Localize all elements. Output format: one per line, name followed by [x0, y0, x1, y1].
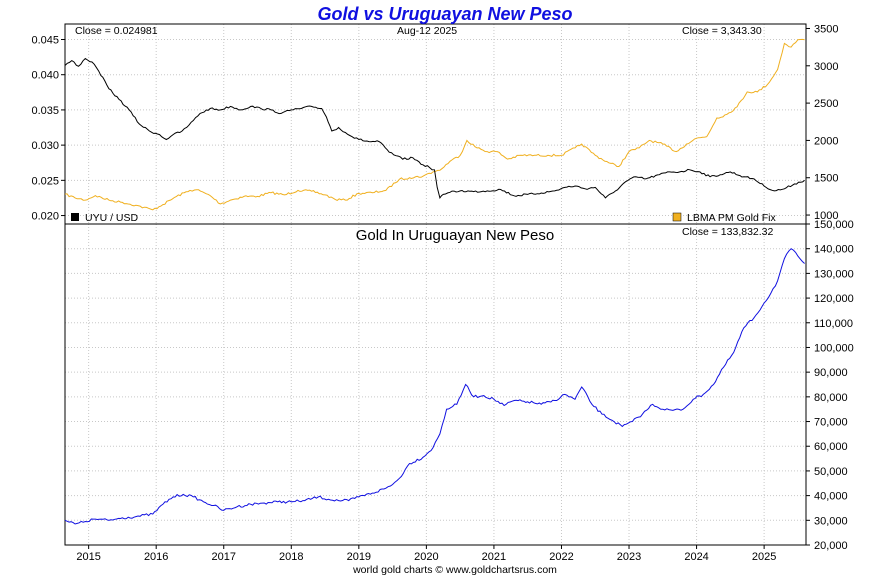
x-tick-label: 2024 [684, 551, 708, 563]
y-right-tick-label: 2000 [814, 135, 838, 147]
y-left-tick-label: 0.020 [31, 211, 59, 223]
gold-uyu-series-line [64, 248, 805, 525]
x-tick-label: 2022 [549, 551, 573, 563]
y-bottom-tick-label: 120,000 [814, 293, 854, 305]
uyu-legend-swatch [71, 213, 79, 221]
y-right-tick-label: 2500 [814, 98, 838, 110]
top-panel-frame [64, 23, 807, 225]
date-label: Aug-12 2025 [397, 25, 457, 37]
top-right-axis: 1000 1500 2000 2500 3000 3500 [806, 23, 838, 222]
gold-close-label: Close = 3,343.30 [682, 25, 762, 37]
x-tick-label: 2019 [347, 551, 371, 563]
bottom-panel-title: Gold In Uruguayan New Peso [356, 227, 554, 244]
x-tick-label: 2018 [279, 551, 303, 563]
gold-legend-label: LBMA PM Gold Fix [687, 212, 776, 224]
x-axis: 2015 2016 2017 2018 2019 2020 2021 2022 2023 2024… [76, 545, 776, 563]
gold-series-line [64, 38, 805, 211]
bottom-panel-grid [65, 223, 806, 546]
y-left-tick-label: 0.025 [31, 175, 59, 187]
y-right-tick-label: 3500 [814, 23, 838, 35]
x-tick-label: 2023 [617, 551, 641, 563]
gold-uyu-close-label: Close = 133,832.32 [682, 226, 774, 238]
y-bottom-tick-label: 20,000 [814, 540, 848, 552]
y-bottom-tick-label: 30,000 [814, 515, 848, 527]
x-tick-label: 2017 [211, 551, 235, 563]
uyu-close-label: Close = 0.024981 [75, 25, 158, 37]
y-right-tick-label: 1500 [814, 173, 838, 185]
y-bottom-tick-label: 110,000 [814, 318, 853, 330]
y-bottom-tick-label: 140,000 [814, 244, 854, 256]
uyu-series-line [64, 57, 805, 200]
y-bottom-tick-label: 90,000 [814, 367, 848, 379]
y-right-tick-label: 3000 [814, 61, 838, 73]
y-bottom-tick-label: 80,000 [814, 392, 848, 404]
x-tick-label: 2021 [482, 551, 506, 563]
x-tick-label: 2015 [76, 551, 100, 563]
chart-title: Gold vs Uruguayan New Peso [317, 4, 572, 24]
top-panel-grid [65, 24, 806, 224]
footer-credit: world gold charts © www.goldchartsrus.co… [352, 564, 557, 575]
y-bottom-tick-label: 100,000 [814, 342, 854, 354]
x-tick-label: 2016 [144, 551, 168, 563]
y-bottom-tick-label: 70,000 [814, 417, 848, 429]
y-left-tick-label: 0.040 [31, 70, 59, 82]
y-bottom-tick-label: 60,000 [814, 441, 848, 453]
y-left-tick-label: 0.035 [31, 105, 59, 117]
gold-legend-swatch [672, 212, 682, 222]
top-left-axis: 0.020 0.025 0.030 0.035 0.040 0.045 [31, 34, 65, 223]
bottom-right-axis: 20,000 30,000 40,000 50,000 60,000 70,000 80,0… [806, 219, 854, 552]
top-panel-series [64, 38, 805, 211]
y-bottom-tick-label: 40,000 [814, 491, 848, 503]
uyu-legend-label: UYU / USD [85, 212, 139, 224]
y-left-tick-label: 0.045 [31, 34, 59, 46]
y-bottom-tick-label: 130,000 [814, 268, 854, 280]
x-tick-label: 2025 [752, 551, 776, 563]
bottom-panel-series [64, 248, 805, 525]
y-left-tick-label: 0.030 [31, 140, 59, 152]
y-right-tick-label: 1000 [814, 210, 838, 222]
bottom-panel-frame [64, 223, 807, 546]
x-tick-label: 2020 [414, 551, 438, 563]
y-bottom-tick-label: 150,000 [814, 219, 854, 231]
y-bottom-tick-label: 50,000 [814, 466, 848, 478]
